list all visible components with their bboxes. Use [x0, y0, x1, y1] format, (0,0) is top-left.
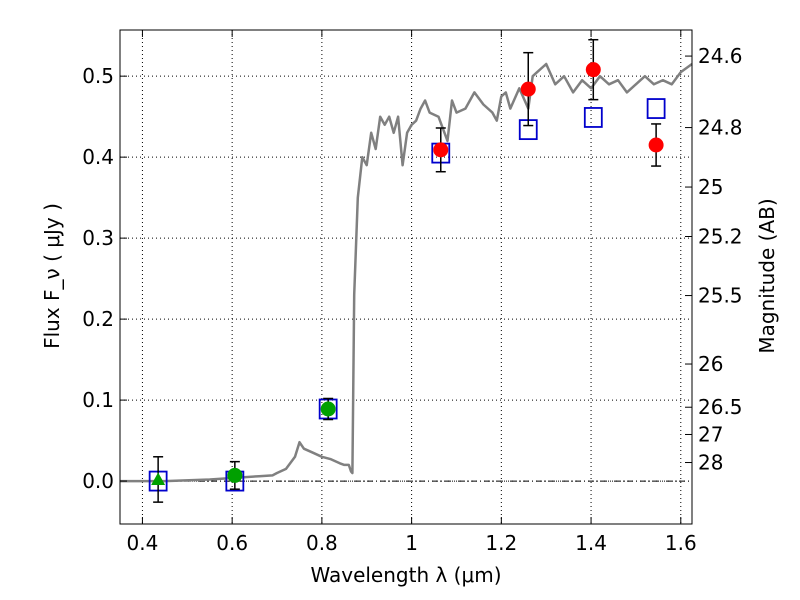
model-photometry-square	[646, 98, 666, 119]
x-tick-label: 0.6	[216, 531, 248, 555]
y-tick-label: 0.0	[82, 469, 114, 493]
observed-point	[320, 401, 336, 417]
y-tick-label: 0.5	[82, 64, 114, 88]
right-tick-label: 24.6	[698, 44, 743, 68]
right-axis-label: Magnitude (AB)	[755, 198, 779, 353]
x-axis-label: Wavelength λ (μm)	[310, 563, 501, 587]
plot-frame	[119, 29, 693, 525]
x-tick-label: 1.6	[665, 531, 697, 555]
y-tick-label: 0.4	[82, 145, 114, 169]
model-photometry-series	[148, 98, 666, 492]
x-tick-label: 0.8	[306, 531, 338, 555]
model-sed	[120, 62, 693, 483]
right-tick-label: 28	[698, 451, 723, 475]
observed-point	[227, 467, 243, 483]
observed-point	[585, 62, 601, 78]
right-tick-label: 25.2	[698, 225, 743, 249]
grid-lines	[120, 30, 692, 524]
model-photometry-square	[583, 107, 603, 128]
x-tick-label: 1	[405, 531, 418, 555]
right-tick-label: 26	[698, 352, 723, 376]
y-tick-label: 0.2	[82, 307, 114, 331]
x-tick-label: 1.4	[575, 531, 607, 555]
y-tick-label: 0.3	[82, 226, 114, 250]
x-tick-label: 0.4	[127, 531, 159, 555]
observed-point	[520, 81, 536, 97]
right-tick-label: 25	[698, 175, 723, 199]
y-axis-label: Flux F_ν ( μJy )	[40, 203, 64, 349]
observed-photometry-series	[151, 38, 664, 503]
tick-labels: 0.4 0.6 0.8 1 1.2 1.4 1.6 0.0 0.1 0.2 0.3 0.4 0.5 24.…	[82, 44, 742, 555]
right-tick-label: 25.5	[698, 284, 743, 308]
observed-point-triangle	[151, 472, 166, 486]
y-tick-label: 0.1	[82, 388, 114, 412]
right-tick-label: 26.5	[698, 395, 743, 419]
observed-point	[433, 142, 449, 158]
axis-ticks	[120, 30, 692, 524]
sed-curve	[120, 62, 693, 483]
x-tick-label: 1.2	[485, 531, 517, 555]
right-tick-label: 27	[698, 422, 723, 446]
right-tick-label: 24.8	[698, 116, 743, 140]
observed-point	[648, 137, 664, 153]
